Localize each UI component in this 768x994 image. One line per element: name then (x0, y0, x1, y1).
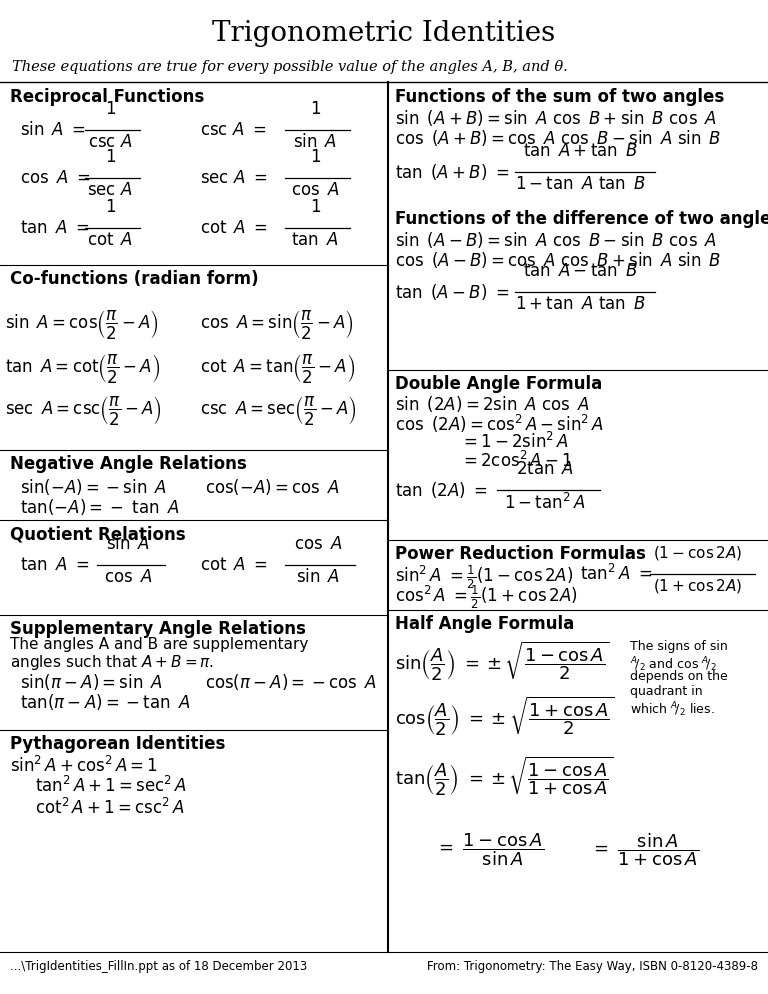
Text: Negative Angle Relations: Negative Angle Relations (10, 455, 247, 473)
Text: $\sin^2 \mathit{A}\ = \frac{1}{2}(1 - \cos 2\mathit{A})$: $\sin^2 \mathit{A}\ = \frac{1}{2}(1 - \c… (395, 564, 574, 591)
Text: $\sin\ \mathit{A}$: $\sin\ \mathit{A}$ (106, 535, 150, 553)
Text: 1: 1 (104, 198, 115, 216)
Text: $\mathrm{sec}\ \mathit{A}$: $\mathrm{sec}\ \mathit{A}$ (88, 181, 133, 199)
Text: angles such that $A + B = \pi$.: angles such that $A + B = \pi$. (10, 653, 214, 672)
Text: 1: 1 (310, 148, 320, 166)
Text: These equations are true for every possible value of the angles A, B, and θ.: These equations are true for every possi… (12, 60, 568, 74)
Text: $\mathrm{csc}\ \mathit{A}\ =$: $\mathrm{csc}\ \mathit{A}\ =$ (200, 121, 266, 139)
Text: $\tan(\pi - \mathit{A}) = -\tan\ \mathit{A}$: $\tan(\pi - \mathit{A}) = -\tan\ \mathit… (20, 692, 190, 712)
Text: $\tan\!\left(\dfrac{\mathit{A}}{2}\right)\ = \pm\sqrt{\dfrac{1 - \cos \mathit{A}: $\tan\!\left(\dfrac{\mathit{A}}{2}\right… (395, 755, 614, 798)
Text: $\cot^2 A + 1 = \csc^2 A$: $\cot^2 A + 1 = \csc^2 A$ (35, 798, 184, 818)
Text: 1: 1 (104, 100, 115, 118)
Text: $\cos\ \mathit{A}\ =$: $\cos\ \mathit{A}\ =$ (20, 169, 90, 187)
Text: $\csc\ \mathit{A} = \sec\!\left(\dfrac{\pi}{2} - \mathit{A}\right)$: $\csc\ \mathit{A} = \sec\!\left(\dfrac{\… (200, 394, 357, 427)
Text: Functions of the difference of two angles: Functions of the difference of two angle… (395, 210, 768, 228)
Text: $\sin\ \mathit{A}$: $\sin\ \mathit{A}$ (293, 133, 337, 151)
Text: 1: 1 (310, 198, 320, 216)
Text: $\cos\ \mathit{A} = \sin\!\left(\dfrac{\pi}{2} - \mathit{A}\right)$: $\cos\ \mathit{A} = \sin\!\left(\dfrac{\… (200, 308, 354, 341)
Text: $= 2\cos^2 \mathit{A} - 1$: $= 2\cos^2 \mathit{A} - 1$ (460, 451, 573, 471)
Text: $\sin\!\left(\dfrac{\mathit{A}}{2}\right)\ = \pm\sqrt{\dfrac{1 - \cos \mathit{A}: $\sin\!\left(\dfrac{\mathit{A}}{2}\right… (395, 640, 610, 683)
Text: $1 + \tan\ \mathit{A}\ \tan\ \mathit{B}$: $1 + \tan\ \mathit{A}\ \tan\ \mathit{B}$ (515, 295, 645, 313)
Text: 1: 1 (310, 100, 320, 118)
Text: $\cot\ \mathit{A} = \tan\!\left(\dfrac{\pi}{2} - \mathit{A}\right)$: $\cot\ \mathit{A} = \tan\!\left(\dfrac{\… (200, 352, 355, 385)
Text: $\sin\ \mathit{A}\ =$: $\sin\ \mathit{A}\ =$ (20, 121, 86, 139)
Text: $\sin(-\mathit{A}) = -\sin\ \mathit{A}$: $\sin(-\mathit{A}) = -\sin\ \mathit{A}$ (20, 477, 167, 497)
Text: Double Angle Formula: Double Angle Formula (395, 375, 602, 393)
Text: $\tan\ \mathit{A} - \tan\ \mathit{B}$: $\tan\ \mathit{A} - \tan\ \mathit{B}$ (522, 262, 637, 280)
Text: Functions of the sum of two angles: Functions of the sum of two angles (395, 88, 724, 106)
Text: $\cos\ \mathit{A}$: $\cos\ \mathit{A}$ (104, 568, 152, 586)
Text: $\cos(\pi - \mathit{A}) = -\cos\ \mathit{A}$: $\cos(\pi - \mathit{A}) = -\cos\ \mathit… (205, 672, 377, 692)
Text: $\cos(-\mathit{A}) = \cos\ \mathit{A}$: $\cos(-\mathit{A}) = \cos\ \mathit{A}$ (205, 477, 340, 497)
Text: $2\tan\ \mathit{A}$: $2\tan\ \mathit{A}$ (516, 460, 574, 478)
Text: ...\TrigIdentities_FillIn.ppt as of 18 December 2013: ...\TrigIdentities_FillIn.ppt as of 18 D… (10, 960, 307, 973)
Text: $^A\!/_2$ and cos $^A\!/_2$: $^A\!/_2$ and cos $^A\!/_2$ (630, 655, 717, 674)
Text: $\tan^2 \mathit{A}\ =$: $\tan^2 \mathit{A}\ =$ (580, 564, 652, 584)
Text: $\tan(-\mathit{A}) = -\ \tan\ \mathit{A}$: $\tan(-\mathit{A}) = -\ \tan\ \mathit{A}… (20, 497, 179, 517)
Text: $\cos\ (2\mathit{A}) = \cos^2 \mathit{A} - \sin^2 \mathit{A}$: $\cos\ (2\mathit{A}) = \cos^2 \mathit{A}… (395, 413, 604, 435)
Text: $\sin\ (2\mathit{A}) = 2\sin\ \mathit{A}\ \cos\ \mathit{A}$: $\sin\ (2\mathit{A}) = 2\sin\ \mathit{A}… (395, 394, 590, 414)
Text: $\cos\ \mathit{A}$: $\cos\ \mathit{A}$ (291, 181, 339, 199)
Text: $\tan\ \mathit{A}\ =$: $\tan\ \mathit{A}\ =$ (20, 219, 90, 237)
Text: $\tan\ (2\mathit{A})\ =$: $\tan\ (2\mathit{A})\ =$ (395, 480, 488, 500)
Text: $(1 + \cos 2\mathit{A})$: $(1 + \cos 2\mathit{A})$ (654, 577, 743, 595)
Text: The angles A and B are supplementary: The angles A and B are supplementary (10, 637, 309, 652)
Text: $=\ \dfrac{1 - \cos \mathit{A}}{\sin \mathit{A}}$: $=\ \dfrac{1 - \cos \mathit{A}}{\sin \ma… (435, 832, 544, 869)
Text: $\sin(\pi - \mathit{A}) = \sin\ \mathit{A}$: $\sin(\pi - \mathit{A}) = \sin\ \mathit{… (20, 672, 163, 692)
Text: $\sin\ \mathit{A} = \cos\!\left(\dfrac{\pi}{2} - \mathit{A}\right)$: $\sin\ \mathit{A} = \cos\!\left(\dfrac{\… (5, 308, 159, 341)
Text: 1: 1 (104, 148, 115, 166)
Text: which $^A\!/_2$ lies.: which $^A\!/_2$ lies. (630, 700, 715, 719)
Text: $\cos\ (\mathit{A} + \mathit{B}) = \cos\ \mathit{A}\ \cos\ \mathit{B} - \sin\ \m: $\cos\ (\mathit{A} + \mathit{B}) = \cos\… (395, 128, 721, 148)
Text: $\mathrm{sec}\ \mathit{A}\ =$: $\mathrm{sec}\ \mathit{A}\ =$ (200, 169, 267, 187)
Text: depends on the: depends on the (630, 670, 728, 683)
Text: From: Trigonometry: The Easy Way, ISBN 0-8120-4389-8: From: Trigonometry: The Easy Way, ISBN 0… (427, 960, 758, 973)
Text: $\sin\ (\mathit{A} + \mathit{B}) = \sin\ \mathit{A}\ \cos\ \mathit{B} + \sin\ \m: $\sin\ (\mathit{A} + \mathit{B}) = \sin\… (395, 108, 717, 128)
Text: $\sin^2 A + \cos^2 A = 1$: $\sin^2 A + \cos^2 A = 1$ (10, 756, 158, 776)
Text: $\cot\ \mathit{A}\ =$: $\cot\ \mathit{A}\ =$ (200, 556, 268, 574)
Text: Co-functions (radian form): Co-functions (radian form) (10, 270, 259, 288)
Text: $\mathrm{csc}\ \mathit{A}$: $\mathrm{csc}\ \mathit{A}$ (88, 133, 132, 151)
Text: Quotient Relations: Quotient Relations (10, 525, 186, 543)
Text: $\cot\ \mathit{A}\ =$: $\cot\ \mathit{A}\ =$ (200, 219, 268, 237)
Text: $\tan\ \mathit{A} + \tan\ \mathit{B}$: $\tan\ \mathit{A} + \tan\ \mathit{B}$ (522, 142, 637, 160)
Text: $\cos^2 \mathit{A}\ = \frac{1}{2}(1 + \cos 2\mathit{A})$: $\cos^2 \mathit{A}\ = \frac{1}{2}(1 + \c… (395, 584, 578, 611)
Text: Half Angle Formula: Half Angle Formula (395, 615, 574, 633)
Text: $1 - \tan^2 \mathit{A}$: $1 - \tan^2 \mathit{A}$ (505, 493, 586, 513)
Text: $\cos\!\left(\dfrac{\mathit{A}}{2}\right)\ = \pm\sqrt{\dfrac{1 + \cos \mathit{A}: $\cos\!\left(\dfrac{\mathit{A}}{2}\right… (395, 695, 614, 739)
Text: Pythagorean Identities: Pythagorean Identities (10, 735, 225, 753)
Text: quadrant in: quadrant in (630, 685, 703, 698)
Text: $\sin\ (\mathit{A} - \mathit{B}) = \sin\ \mathit{A}\ \cos\ \mathit{B} - \sin\ \m: $\sin\ (\mathit{A} - \mathit{B}) = \sin\… (395, 230, 717, 250)
Text: Reciprocal Functions: Reciprocal Functions (10, 88, 204, 106)
Text: $\sec\ \mathit{A} = \csc\!\left(\dfrac{\pi}{2} - \mathit{A}\right)$: $\sec\ \mathit{A} = \csc\!\left(\dfrac{\… (5, 394, 162, 427)
Text: $\tan\ (\mathit{A} + \mathit{B})\ =$: $\tan\ (\mathit{A} + \mathit{B})\ =$ (395, 162, 509, 182)
Text: $\sin\ \mathit{A}$: $\sin\ \mathit{A}$ (296, 568, 340, 586)
Text: $\cot\ \mathit{A}$: $\cot\ \mathit{A}$ (87, 231, 133, 249)
Text: $\cos\ (\mathit{A} - \mathit{B}) = \cos\ \mathit{A}\ \cos\ \mathit{B} + \sin\ \m: $\cos\ (\mathit{A} - \mathit{B}) = \cos\… (395, 250, 721, 270)
Text: Supplementary Angle Relations: Supplementary Angle Relations (10, 620, 306, 638)
Text: $=\ \dfrac{\sin \mathit{A}}{1 + \cos \mathit{A}}$: $=\ \dfrac{\sin \mathit{A}}{1 + \cos \ma… (590, 832, 699, 869)
Text: $\tan\ (\mathit{A} - \mathit{B})\ =$: $\tan\ (\mathit{A} - \mathit{B})\ =$ (395, 282, 509, 302)
Text: $= 1 - 2\sin^2 \mathit{A}$: $= 1 - 2\sin^2 \mathit{A}$ (460, 432, 569, 452)
Text: $\tan\ \mathit{A} = \cot\!\left(\dfrac{\pi}{2} - \mathit{A}\right)$: $\tan\ \mathit{A} = \cot\!\left(\dfrac{\… (5, 352, 160, 385)
Text: Trigonometric Identities: Trigonometric Identities (213, 20, 555, 47)
Text: $\tan^2 A + 1 = \sec^2 A$: $\tan^2 A + 1 = \sec^2 A$ (35, 776, 187, 796)
Text: Power Reduction Formulas: Power Reduction Formulas (395, 545, 646, 563)
Text: $\tan\ \mathit{A}\ =$: $\tan\ \mathit{A}\ =$ (20, 556, 90, 574)
Text: $\tan\ \mathit{A}$: $\tan\ \mathit{A}$ (291, 231, 339, 249)
Text: $(1 - \cos 2\mathit{A})$: $(1 - \cos 2\mathit{A})$ (654, 544, 743, 562)
Text: The signs of sin: The signs of sin (630, 640, 728, 653)
Text: $1 - \tan\ \mathit{A}\ \tan\ \mathit{B}$: $1 - \tan\ \mathit{A}\ \tan\ \mathit{B}$ (515, 175, 645, 193)
Text: $\cos\ \mathit{A}$: $\cos\ \mathit{A}$ (294, 535, 343, 553)
